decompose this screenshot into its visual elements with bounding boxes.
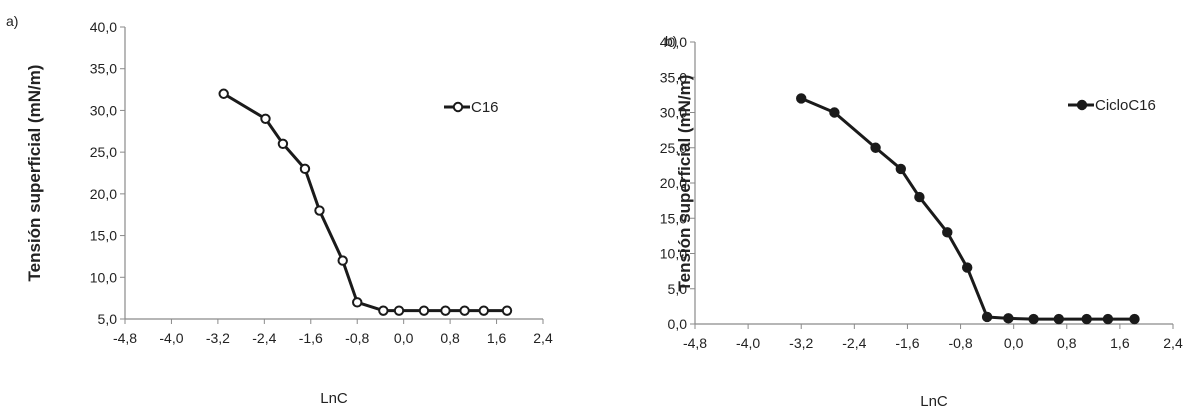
x-tick-label: 0,0 xyxy=(394,330,414,346)
data-point xyxy=(352,297,363,308)
y-tick-label: 35,0 xyxy=(90,61,117,77)
data-point xyxy=(418,305,430,316)
data-point xyxy=(1081,313,1092,325)
x-tick-label: -0,8 xyxy=(948,335,972,351)
x-tick-label: -1,6 xyxy=(895,335,919,351)
x-tick-label: -1,6 xyxy=(299,330,323,346)
y-tick-label: 25,0 xyxy=(90,144,117,160)
y-tick-label: 10,0 xyxy=(660,246,687,262)
legend-label: CicloC16 xyxy=(1095,97,1156,114)
data-point xyxy=(314,205,325,216)
series-line xyxy=(800,97,1135,321)
x-tick-label: 1,6 xyxy=(487,330,507,346)
x-tick-label: 0,8 xyxy=(440,330,460,346)
data-point xyxy=(1102,313,1114,325)
x-tick-label: 2,4 xyxy=(533,330,553,346)
x-tick-label: -4,0 xyxy=(159,330,183,346)
y-tick-label: 35,0 xyxy=(660,69,687,85)
x-axis-title: LnC xyxy=(320,390,348,407)
data-point xyxy=(961,262,973,273)
y-tick-label: 5,0 xyxy=(98,311,118,327)
data-point xyxy=(501,305,513,316)
data-point xyxy=(218,88,229,99)
panel-label: b) xyxy=(665,33,677,49)
y-tick-label: 20,0 xyxy=(90,186,117,202)
data-point xyxy=(1003,313,1014,324)
x-tick-label: -2,4 xyxy=(842,335,866,351)
y-tick-label: 10,0 xyxy=(90,269,117,285)
data-point xyxy=(796,93,807,104)
x-tick-label: -4,0 xyxy=(736,335,760,351)
data-point xyxy=(895,163,907,175)
x-tick-label: -2,4 xyxy=(252,330,276,346)
x-axis-title: LnC xyxy=(920,393,948,407)
x-tick-label: 0,0 xyxy=(1004,335,1024,351)
y-tick-label: 0,0 xyxy=(668,316,688,332)
data-point xyxy=(337,255,348,266)
y-tick-label: 25,0 xyxy=(660,140,687,156)
data-point xyxy=(299,163,311,175)
data-point xyxy=(981,311,993,323)
x-tick-label: 2,4 xyxy=(1163,335,1183,351)
legend-marker xyxy=(452,101,464,113)
data-point xyxy=(829,107,840,118)
x-tick-label: 0,8 xyxy=(1057,335,1077,351)
x-tick-label: 1,6 xyxy=(1110,335,1130,351)
data-point xyxy=(1028,313,1039,325)
y-tick-label: 15,0 xyxy=(660,210,687,226)
y-tick-label: 40,0 xyxy=(90,19,117,35)
panel-label: a) xyxy=(6,13,18,29)
data-point xyxy=(260,113,271,124)
data-point xyxy=(459,305,470,316)
y-tick-label: 40,0 xyxy=(660,34,687,50)
y-axis-title: Tensión superficial (mN/m) xyxy=(25,65,44,282)
x-tick-label: -4,8 xyxy=(683,335,707,351)
y-tick-label: 15,0 xyxy=(90,228,117,244)
y-axis-title: Tensión superficial (mN/m) xyxy=(675,75,694,292)
data-point xyxy=(393,305,405,316)
data-point xyxy=(378,305,389,316)
series-line xyxy=(222,92,508,313)
y-tick-label: 30,0 xyxy=(90,102,117,118)
legend-label: C16 xyxy=(471,99,499,116)
x-tick-label: -4,8 xyxy=(113,330,137,346)
chart-panel-0: a) 5,0 10,0 15,0 20,0 25,0 30,0 35,0 40,0 -4,8 -4,… xyxy=(6,13,553,407)
x-tick-label: -3,2 xyxy=(206,330,230,346)
data-point xyxy=(440,305,451,316)
chart-panel-1: b) 0,0 5,0 10,0 15,0 20,0 25,0 30,0 35,0 40,0 -4,8… xyxy=(660,33,1183,410)
data-point xyxy=(277,138,289,150)
x-tick-label: -0,8 xyxy=(345,330,369,346)
x-tick-label: -3,2 xyxy=(789,335,813,351)
y-tick-label: 30,0 xyxy=(660,105,687,121)
data-point xyxy=(1053,313,1065,325)
y-tick-label: 5,0 xyxy=(668,281,688,297)
data-point xyxy=(942,227,953,238)
data-point xyxy=(1129,313,1140,325)
data-point xyxy=(478,305,489,316)
y-tick-label: 20,0 xyxy=(660,175,687,191)
data-point xyxy=(870,142,881,153)
legend-marker xyxy=(1076,99,1088,111)
data-point xyxy=(914,191,925,203)
